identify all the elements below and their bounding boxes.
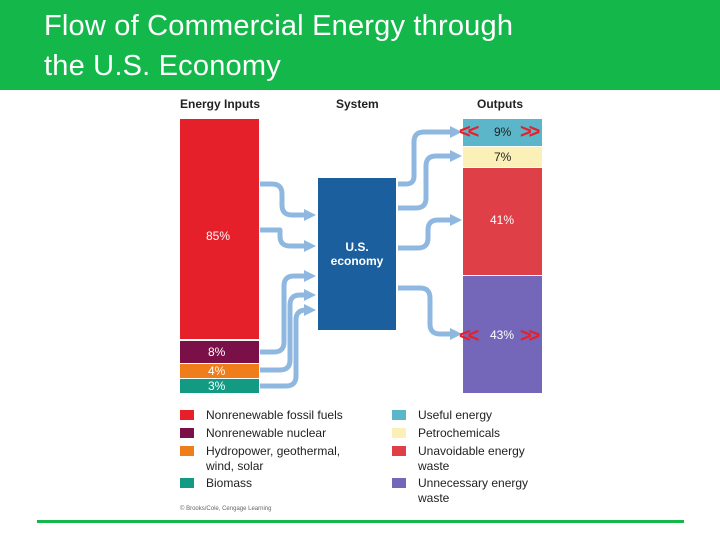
output-arrow-unavoidable	[398, 217, 452, 251]
prev-arrow-bottom[interactable]: <<	[459, 325, 479, 347]
legend-swatch-renewable	[180, 446, 194, 456]
legend-swatch-nuclear	[180, 428, 194, 438]
input-pct-nuclear: 8%	[208, 345, 226, 359]
image-credit: © Brooks/Cole, Cengage Learning	[180, 506, 272, 512]
slide-title-line-1: Flow of Commercial Energy through	[44, 10, 514, 42]
output-arrows	[398, 129, 452, 337]
legend-renewable-line-2: wind, solar	[206, 459, 264, 473]
slide-title-line-2: the U.S. Economy	[44, 50, 281, 82]
output-pct-petro: 7%	[494, 150, 512, 164]
energy-inputs-heading: Energy Inputs	[180, 97, 261, 111]
us-economy-label: U.S. economy	[318, 240, 396, 268]
input-arrow-1	[260, 181, 306, 218]
title-bar: Flow of Commercial Energy through the U.…	[0, 0, 720, 90]
input-pct-renewable: 4%	[208, 364, 226, 378]
input-bar-biomass	[180, 379, 259, 393]
legend-unavoidable-line-1: Unavoidable energy	[418, 444, 525, 458]
input-pct-biomass: 3%	[208, 379, 226, 393]
legend-unnecessary-line-1: Unnecessary energy	[418, 476, 529, 490]
legend-swatch-unavoidable	[392, 446, 406, 456]
prev-arrow-top[interactable]: <<	[459, 121, 479, 143]
output-bar-unnecessary	[463, 276, 542, 393]
output-pct-useful: 9%	[494, 125, 512, 139]
output-arrow-unnecessary	[398, 285, 452, 337]
input-arrowheads	[304, 209, 316, 316]
legend-biomass: Biomass	[206, 476, 253, 490]
legend-unnecessary: Unnecessary energy waste	[418, 476, 528, 506]
input-arrow-3	[260, 273, 306, 355]
legend-fossil: Nonrenewable fossil fuels	[206, 408, 343, 422]
us-economy-label-line-2: economy	[330, 254, 384, 268]
input-arrow-5	[260, 307, 307, 389]
input-bar-renewable	[180, 364, 259, 378]
output-arrowheads	[450, 126, 462, 340]
output-bar-unavoidable	[463, 168, 542, 275]
us-economy-label-line-1: U.S.	[345, 240, 369, 254]
legend-swatch-fossil	[180, 410, 194, 420]
legend-useful: Useful energy	[418, 408, 493, 422]
legend-swatch-biomass	[180, 478, 194, 488]
next-arrow-bottom[interactable]: >>	[520, 325, 540, 347]
legend-renewable-line-1: Hydropower, geothermal,	[206, 444, 341, 458]
legend-swatch-unnecessary	[392, 478, 406, 488]
system-heading: System	[336, 97, 379, 111]
legend-unavoidable-line-2: waste	[418, 459, 450, 473]
output-bar-petro	[463, 147, 542, 167]
input-arrow-4	[260, 292, 306, 373]
legend-unavoidable: Unavoidable energy waste	[418, 444, 525, 474]
footer-rule	[37, 520, 684, 523]
outputs-heading: Outputs	[477, 97, 523, 111]
legend-nuclear: Nonrenewable nuclear	[206, 426, 327, 440]
output-bar-useful	[463, 119, 542, 146]
output-pct-unavoidable: 41%	[490, 213, 515, 227]
input-bar-nuclear	[180, 341, 259, 363]
input-bar-fossil	[180, 119, 259, 339]
us-economy-box	[318, 178, 396, 330]
next-arrow-top[interactable]: >>	[520, 121, 540, 143]
slide-title: Flow of Commercial Energy through the U.…	[44, 6, 513, 86]
legend-swatch-petro	[392, 428, 406, 438]
legend-renewable: Hydropower, geothermal, wind, solar	[206, 444, 340, 474]
input-arrows	[260, 181, 307, 389]
output-pct-unnecessary: 43%	[490, 328, 515, 342]
legend-swatch-useful	[392, 410, 406, 420]
legend-unnecessary-line-2: waste	[418, 491, 450, 505]
input-arrow-2	[260, 227, 306, 249]
output-arrow-petro	[398, 153, 452, 211]
input-pct-fossil: 85%	[206, 229, 231, 243]
output-arrow-useful	[398, 129, 452, 187]
legend-petro: Petrochemicals	[418, 426, 501, 440]
